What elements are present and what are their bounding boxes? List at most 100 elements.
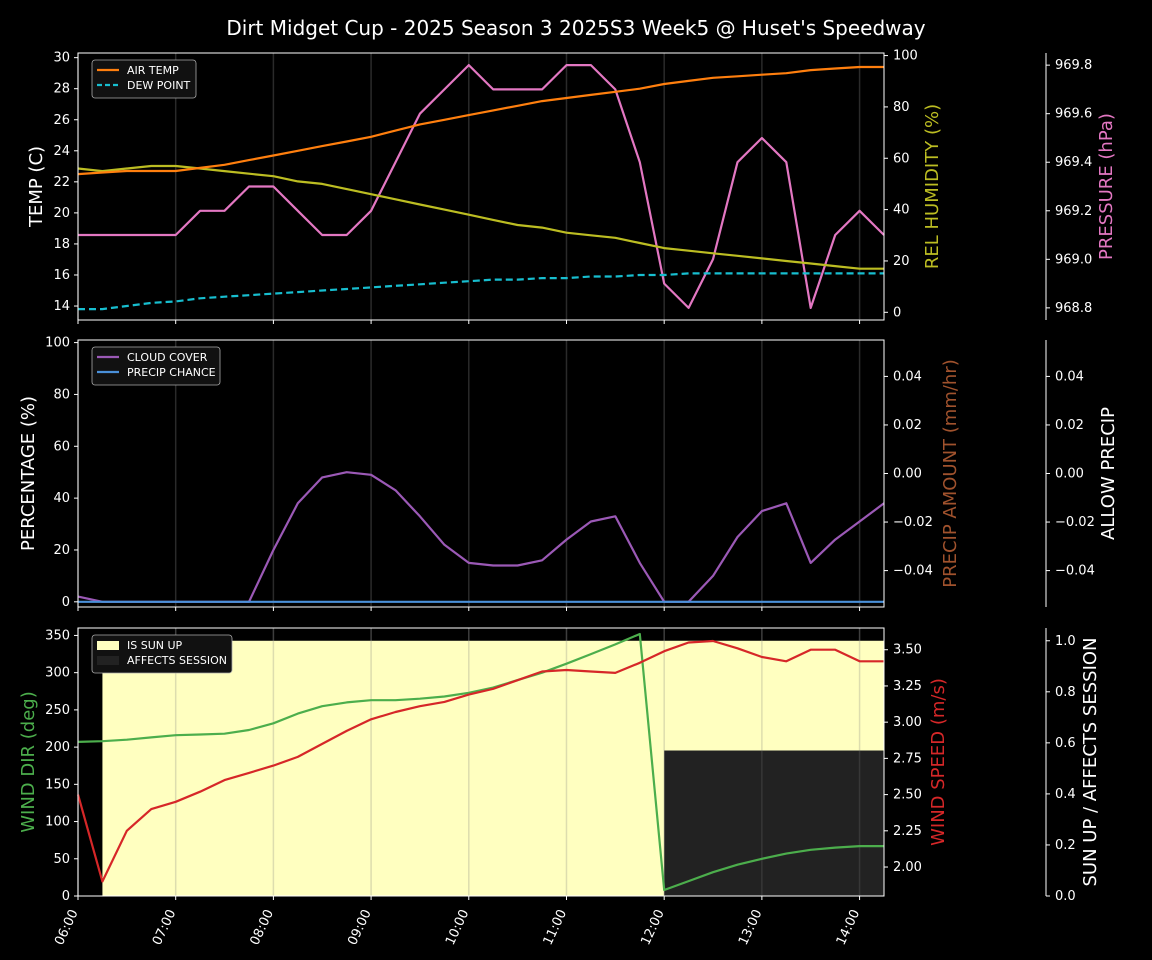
percentage-tick-label: 0	[62, 595, 70, 610]
temp-tick-label: 30	[53, 51, 70, 66]
humidity-tick-label: 40	[893, 203, 910, 218]
time-tick-label: 06:00	[52, 907, 81, 947]
allow-precip-axis-label: ALLOW PRECIP	[1098, 407, 1119, 540]
wind-speed-series	[76, 639, 884, 883]
sun-up-tick-label: 0.0	[1055, 889, 1076, 904]
wind-speed-tick-label: 2.50	[893, 788, 922, 803]
legend-affects-session-swatch	[97, 656, 119, 665]
percentage-tick-label: 20	[53, 543, 70, 558]
time-tick-label: 09:00	[345, 907, 374, 947]
pressure-axis-label: PRESSURE (hPa)	[1096, 113, 1117, 260]
legend-air-temp-label: AIR TEMP	[127, 64, 179, 77]
wind-dir-tick-label: 50	[53, 852, 70, 867]
chart-title: Dirt Midget Cup - 2025 Season 3 2025S3 W…	[226, 16, 925, 40]
precip-amount-tick-label: −0.02	[893, 515, 933, 530]
allow-precip-tick-label: −0.04	[1055, 564, 1095, 579]
time-tick-label: 12:00	[638, 907, 667, 947]
pressure-tick-label: 969.8	[1055, 58, 1092, 73]
precip-amount-tick-label: 0.04	[893, 369, 922, 384]
humidity-axis-label: REL HUMIDITY (%)	[922, 104, 943, 269]
wind-dir-axis-label: WIND DIR (deg)	[18, 691, 39, 833]
percentage-tick-label: 100	[45, 336, 70, 351]
wind-dir-tick-label: 100	[45, 815, 70, 830]
plot-border	[77, 627, 885, 897]
wind-dir-series	[77, 632, 884, 892]
humidity-series	[77, 164, 884, 270]
plot-background	[78, 53, 884, 320]
temp-tick-label: 22	[53, 175, 70, 190]
temp-tick-label: 24	[53, 144, 70, 159]
sun-up-tick-label: 0.6	[1055, 736, 1076, 751]
time-tick-label: 14:00	[834, 907, 863, 947]
wind-speed-tick-label: 3.25	[893, 679, 922, 694]
temp-tick-label: 16	[53, 268, 70, 283]
allow-precip-tick-label: 0.00	[1055, 467, 1084, 482]
temp-axis-label: TEMP (C)	[26, 146, 47, 228]
wind-panel: 0 50 100 150 200 250 300 350 2.00 2.25 2.50 2.75 3.0…	[18, 627, 1101, 904]
time-tick-label: 13:00	[736, 907, 765, 947]
time-tick-label: 11:00	[541, 907, 570, 947]
allow-precip-tick-label: 0.04	[1055, 369, 1084, 384]
legend-affects-session-label: AFFECTS SESSION	[127, 654, 227, 667]
allow-precip-tick-label: −0.02	[1055, 515, 1095, 530]
precip-amount-axis-label: PRECIP AMOUNT (mm/hr)	[940, 359, 961, 588]
humidity-tick-label: 80	[893, 100, 910, 115]
legend-box	[91, 634, 233, 674]
precip-amount-tick-label: −0.04	[893, 564, 933, 579]
wind-dir-tick-label: 300	[45, 666, 70, 681]
temp-tick-label: 20	[53, 206, 70, 221]
wind-speed-tick-label: 3.00	[893, 715, 922, 730]
temp-panel: 14 16 18 20 22 24 26 28 30 0 20 40 60 80 100 968.8 969.0…	[26, 49, 1117, 321]
temp-tick-label: 28	[53, 82, 70, 97]
wind-dir-tick-label: 0	[62, 889, 70, 904]
humidity-tick-label: 20	[893, 254, 910, 269]
wind-speed-tick-label: 3.50	[893, 643, 922, 658]
time-tick-label: 08:00	[248, 907, 277, 947]
wind-dir-tick-label: 350	[45, 628, 70, 643]
wind-speed-tick-label: 2.75	[893, 751, 922, 766]
temp-tick-label: 26	[53, 113, 70, 128]
percentage-axis-label: PERCENTAGE (%)	[18, 396, 39, 551]
wind-dir-tick-label: 200	[45, 740, 70, 755]
legend-cloud-cover-label: CLOUD COVER	[127, 351, 208, 364]
pressure-series	[78, 63, 885, 309]
wind-dir-tick-label: 150	[45, 777, 70, 792]
allow-precip-tick-label: 0.02	[1055, 418, 1084, 433]
temp-tick-label: 14	[53, 299, 70, 314]
wind-speed-axis-label: WIND SPEED (m/s)	[928, 678, 949, 846]
humidity-tick-label: 100	[893, 49, 918, 64]
sun-up-tick-label: 1.0	[1055, 634, 1076, 649]
pressure-tick-label: 969.4	[1055, 155, 1092, 170]
dew-point-series	[78, 272, 884, 311]
pressure-tick-label: 969.6	[1055, 107, 1092, 122]
wind-speed-tick-label: 2.25	[893, 824, 922, 839]
legend-sun-up-label: IS SUN UP	[127, 639, 183, 652]
pressure-tick-label: 969.0	[1055, 252, 1092, 267]
sun-up-tick-label: 0.2	[1055, 838, 1076, 853]
legend-box	[91, 346, 221, 386]
time-tick-label: 10:00	[443, 907, 472, 947]
pressure-tick-label: 968.8	[1055, 301, 1092, 316]
wind-speed-tick-label: 2.00	[893, 860, 922, 875]
temp-tick-label: 18	[53, 237, 70, 252]
pressure-tick-label: 969.2	[1055, 204, 1092, 219]
humidity-tick-label: 0	[893, 305, 901, 320]
sun-up-tick-label: 0.4	[1055, 787, 1076, 802]
air-temp-series	[77, 65, 884, 176]
sun-up-tick-label: 0.8	[1055, 685, 1076, 700]
plot-border	[77, 52, 885, 321]
precip-amount-tick-label: 0.00	[893, 467, 922, 482]
percentage-tick-label: 80	[53, 387, 70, 402]
legend-sun-up-swatch	[97, 641, 119, 650]
affects-session-area	[664, 750, 884, 896]
time-tick-label: 07:00	[150, 907, 179, 947]
legend-precip-chance-label: PRECIP CHANCE	[127, 366, 216, 379]
humidity-tick-label: 60	[893, 151, 910, 166]
legend-dew-point-label: DEW POINT	[127, 79, 191, 92]
cloud-panel: 0 20 40 60 80 100 0.04 0.02 0.00 −0.02 −0.04 0.04 0.…	[18, 336, 1119, 610]
precip-amount-tick-label: 0.02	[893, 418, 922, 433]
percentage-tick-label: 40	[53, 491, 70, 506]
sun-up-axis-label: SUN UP / AFFECTS SESSION	[1080, 637, 1101, 886]
wind-dir-tick-label: 250	[45, 703, 70, 718]
